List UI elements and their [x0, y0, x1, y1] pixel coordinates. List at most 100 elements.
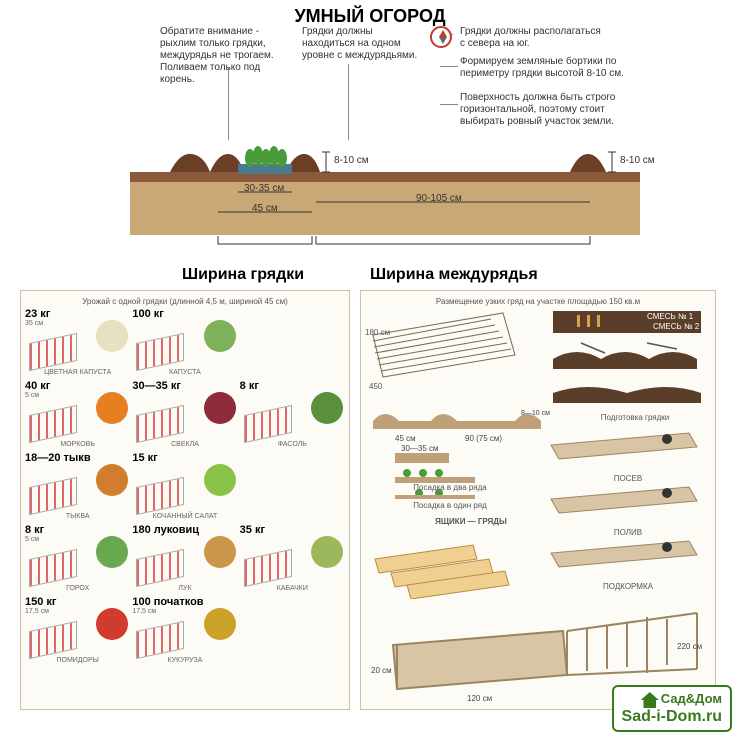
logo-top-text: Сад&Дом [661, 691, 722, 706]
plot-mini [136, 621, 184, 659]
note-4: Формируем земляные бортики по периметру … [460, 56, 630, 80]
step-beds: ПОСЕВ ПОЛИВ ПОДКОРМКА [547, 429, 709, 591]
veg-name: ЦВЕТНАЯ КАПУСТА [25, 369, 130, 376]
veg-cell [240, 452, 345, 522]
boxes-label: ЯЩИКИ — ГРЯДЫ [411, 517, 531, 526]
veg-icon [204, 536, 236, 568]
veg-name: ЛУК [132, 585, 237, 592]
plot-mini [136, 549, 184, 587]
veg-yield: 23 кг [25, 308, 130, 320]
house-icon [641, 692, 659, 708]
prep-label: Подготовка грядки [575, 413, 695, 422]
site-logo: Сад&Дом Sad-i-Dom.ru [612, 685, 732, 732]
veg-name: ГОРОХ [25, 585, 130, 592]
plot-mini [29, 621, 77, 659]
step-sow: ПОСЕВ [547, 474, 709, 483]
veg-icon [311, 392, 343, 424]
svg-text:120 см: 120 см [467, 694, 492, 703]
veg-yield: 8 кг [25, 524, 130, 536]
soil-prep: СМЕСЬ № 1 СМЕСЬ № 2 [547, 305, 709, 415]
plot-perspective: 450 180 см [365, 305, 535, 397]
veg-icon [96, 464, 128, 496]
veg-icon [96, 320, 128, 352]
dim-height-r: 8-10 см [620, 155, 655, 167]
veg-yield: 40 кг [25, 380, 130, 392]
note-3: Грядки должны располагаться с севера на … [460, 26, 608, 50]
plot-mini [29, 477, 77, 515]
svg-text:220 см: 220 см [677, 642, 702, 651]
veg-yield: 100 початков [132, 596, 237, 608]
veg-icon [204, 464, 236, 496]
veg-icon [311, 536, 343, 568]
two-row-label: Посадка в два ряда [395, 483, 505, 492]
plot-mini [244, 405, 292, 443]
logo-bottom-text: Sad-i-Dom.ru [622, 708, 722, 726]
box-beds [367, 529, 547, 599]
one-row-label: Посадка в один ряд [395, 501, 505, 510]
plot-mini [29, 549, 77, 587]
dim-inner-bed: 30-35 см [244, 183, 284, 195]
veg-name: МОРКОВЬ [25, 441, 130, 448]
veg-cell: 100 початков17,5 смКУКУРУЗА [132, 596, 237, 666]
veg-name: ТЫКВА [25, 513, 130, 520]
veg-name: КОЧАННЫЙ САЛАТ [132, 513, 237, 520]
layout-panel: Размещение узких гряд на участке площадь… [360, 290, 716, 710]
svg-text:СМЕСЬ № 2: СМЕСЬ № 2 [653, 322, 700, 331]
veg-cell: 15 кг КОЧАННЫЙ САЛАТ [132, 452, 237, 522]
veg-cell [240, 308, 345, 378]
veg-cell: 100 кг КАПУСТА [132, 308, 237, 378]
veg-cell: 35 кг КАБАЧКИ [240, 524, 345, 594]
page-title: УМНЫЙ ОГОРОД [0, 0, 740, 27]
svg-text:45 см: 45 см [395, 434, 416, 443]
svg-text:450: 450 [369, 382, 383, 391]
plot-mini [244, 549, 292, 587]
step-water: ПОЛИВ [547, 528, 709, 537]
veg-cell: 40 кг5 смМОРКОВЬ [25, 380, 130, 450]
compass-icon [430, 26, 452, 48]
step-feed: ПОДКОРМКА [547, 582, 709, 591]
veg-name: КАПУСТА [132, 369, 237, 376]
veg-icon [96, 536, 128, 568]
svg-text:8—10 см: 8—10 см [521, 410, 550, 417]
svg-text:20 см: 20 см [371, 666, 392, 675]
dim-height-l: 8-10 см [334, 155, 369, 167]
veg-yield: 15 кг [132, 452, 237, 464]
veg-name: ПОМИДОРЫ [25, 657, 130, 664]
veg-name: КАБАЧКИ [240, 585, 345, 592]
veg-cell: 180 луковиц ЛУК [132, 524, 237, 594]
veg-icon [204, 392, 236, 424]
veg-name: ФАСОЛЬ [240, 441, 345, 448]
plot-mini [136, 333, 184, 371]
yield-panel: Урожай с одной грядки (длинной 4,5 м, ши… [20, 290, 350, 710]
yield-panel-title: Урожай с одной грядки (длинной 4,5 м, ши… [25, 295, 345, 308]
veg-yield: 18—20 тыкв [25, 452, 130, 464]
veg-cell: 30—35 кг СВЕКЛА [132, 380, 237, 450]
veg-cell [240, 596, 345, 666]
veg-cell: 8 кг ФАСОЛЬ [240, 380, 345, 450]
veg-name: СВЕКЛА [132, 441, 237, 448]
veg-cell: 18—20 тыкв ТЫКВА [25, 452, 130, 522]
veg-yield: 35 кг [240, 524, 345, 536]
plot-mini [136, 477, 184, 515]
veg-cell: 8 кг5 смГОРОХ [25, 524, 130, 594]
veg-cell: 150 кг17,5 смПОМИДОРЫ [25, 596, 130, 666]
note-5: Поверхность должна быть строго горизонта… [460, 92, 640, 128]
plot-mini [29, 333, 77, 371]
plot-mini [29, 405, 77, 443]
veg-icon [96, 608, 128, 640]
veg-icon [204, 320, 236, 352]
row-width-label: Ширина междурядья [370, 266, 538, 284]
bed-width-label: Ширина грядки [182, 266, 304, 284]
dim-row: 90-105 см [416, 193, 462, 205]
veg-cell: 23 кг35 смЦВЕТНАЯ КАПУСТА [25, 308, 130, 378]
veg-yield: 100 кг [132, 308, 237, 320]
veg-yield: 180 луковиц [132, 524, 237, 536]
veg-yield: 150 кг [25, 596, 130, 608]
veg-yield: 8 кг [240, 380, 345, 392]
veg-yield: 30—35 кг [132, 380, 237, 392]
note-1: Обратите внимание - рыхлим только грядки… [160, 26, 290, 86]
note-2: Грядки должны находиться на одном уровне… [302, 26, 420, 62]
svg-text:30—35 см: 30—35 см [401, 444, 439, 453]
bed-cross-section [130, 140, 640, 260]
svg-text:180 см: 180 см [365, 328, 390, 337]
